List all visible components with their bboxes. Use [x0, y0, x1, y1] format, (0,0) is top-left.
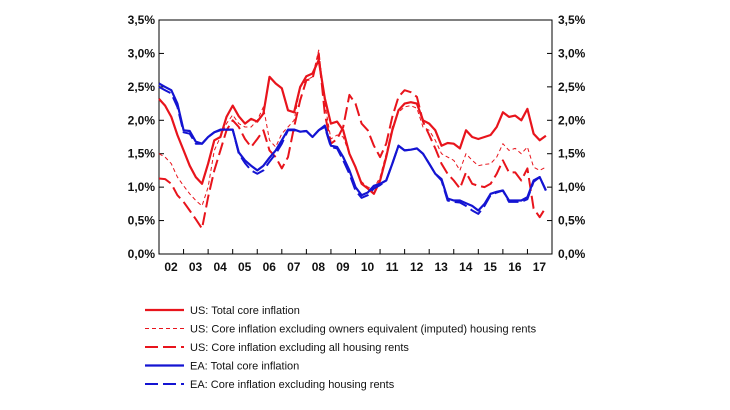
y-tick-label-right: 0,5%: [558, 214, 586, 228]
x-tick-label: 08: [312, 260, 326, 274]
x-tick-label: 06: [263, 260, 277, 274]
legend-label-5: EA: Core inflation excluding housing ren…: [190, 379, 395, 391]
legend: US: Total core inflation US: Core inflati…: [145, 305, 537, 391]
axes-group: 0,0% 0,0% 0,5% 0,5% 1,0% 1,0% 1,5% 1,5% 2,0% 2,0%…: [128, 13, 586, 274]
x-tick-label: 05: [238, 260, 252, 274]
legend-label-1: US: Total core inflation: [190, 305, 300, 317]
x-tick-label: 12: [410, 260, 424, 274]
legend-label-3: US: Core inflation excluding all housing…: [190, 342, 409, 354]
series-group: [158, 49, 547, 230]
series-line-3: [158, 52, 547, 230]
legend-label-2: US: Core inflation excluding owners equi…: [190, 324, 537, 336]
y-tick-label-right: 2,5%: [558, 80, 586, 94]
x-tick-label: 11: [386, 260, 399, 274]
y-tick-label-left: 1,5%: [128, 147, 156, 161]
y-tick-label-right: 0,0%: [558, 247, 586, 261]
y-tick-label-right: 2,0%: [558, 113, 586, 127]
y-tick-label-left: 2,0%: [128, 113, 156, 127]
series-line-4: [158, 82, 547, 212]
x-tick-label: 15: [484, 260, 498, 274]
x-tick-label: 10: [361, 260, 375, 274]
x-tick-label: 14: [459, 260, 473, 274]
y-tick-label-right: 1,5%: [558, 147, 586, 161]
y-tick-label-left: 2,5%: [128, 80, 156, 94]
y-tick-label-right: 3,0%: [558, 46, 586, 60]
plot-frame: [158, 19, 553, 255]
y-tick-label-left: 0,5%: [128, 214, 156, 228]
y-tick-label-right: 3,5%: [558, 13, 586, 27]
x-tick-label: 04: [213, 260, 227, 274]
y-tick-label-right: 1,0%: [558, 180, 586, 194]
legend-label-4: EA: Total core inflation: [190, 361, 299, 373]
x-tick-label: 09: [336, 260, 350, 274]
y-tick-label-left: 0,0%: [128, 247, 156, 261]
x-tick-label: 17: [533, 260, 547, 274]
x-tick-label: 02: [164, 260, 178, 274]
x-tick-label: 16: [508, 260, 522, 274]
y-tick-label-left: 3,0%: [128, 46, 156, 60]
y-tick-label-left: 1,0%: [128, 180, 156, 194]
series-line-5: [158, 86, 547, 215]
x-tick-label: 13: [435, 260, 449, 274]
series-line-1: [158, 58, 547, 195]
y-tick-label-left: 3,5%: [128, 13, 156, 27]
x-tick-label: 03: [189, 260, 203, 274]
x-tick-label: 07: [287, 260, 301, 274]
